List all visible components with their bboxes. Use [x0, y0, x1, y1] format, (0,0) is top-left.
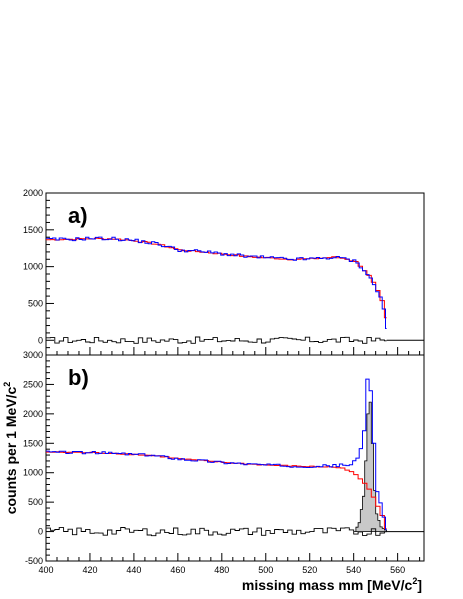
y-axis-title-sup: 2	[2, 382, 12, 387]
residual-histogram-b	[46, 527, 387, 537]
panel-b-axes: -500 0 500 1000 1500 2000 2500 3000 400 420 440 460…	[23, 350, 421, 575]
y-tick-label-a: 500	[28, 298, 43, 308]
y-tick-label-b: 2500	[23, 379, 43, 389]
panel-a-frame	[45, 192, 425, 356]
panel-b: -500 0 500 1000 1500 2000 2500 3000 400 420 440 460…	[23, 350, 425, 575]
panel-b-label: b)	[68, 365, 89, 390]
y-tick-label-a: 1000	[23, 262, 43, 272]
x-tick-label-b: 560	[390, 565, 405, 575]
panel-a-label: a)	[68, 203, 88, 228]
y-tick-label-b: 0	[38, 527, 43, 537]
x-tick-label-b: 440	[126, 565, 141, 575]
x-axis-title-end: ]	[417, 577, 422, 593]
y-tick-label-a: 2000	[23, 188, 43, 198]
panel-b-marks	[46, 378, 424, 537]
x-tick-label-b: 540	[346, 565, 361, 575]
y-tick-label-a: 0	[38, 335, 43, 345]
fit-histogram-a	[46, 237, 387, 319]
data-histogram-a	[46, 236, 387, 329]
x-tick-label-b: 500	[258, 565, 273, 575]
panel-a-axes: 0 500 1000 1500 2000	[23, 188, 421, 356]
y-tick-label-a: 1500	[23, 225, 43, 235]
signal-peak-fill-b	[353, 401, 387, 532]
y-tick-label-b: 3000	[23, 350, 43, 360]
x-tick-label-b: 400	[38, 565, 53, 575]
x-axis-title-sup: 2	[412, 576, 417, 586]
x-tick-label-b: 520	[302, 565, 317, 575]
panel-a: 0 500 1000 1500 2000 a)	[23, 188, 425, 356]
x-axis-title: missing mass mm [MeV/c2]	[242, 576, 422, 593]
x-tick-label-b: 420	[82, 565, 97, 575]
x-tick-label-b: 460	[170, 565, 185, 575]
x-axis-title-main: missing mass mm [MeV/c	[242, 577, 413, 593]
y-tick-label-b: 1500	[23, 438, 43, 448]
y-tick-label-b: 2000	[23, 409, 43, 419]
x-tick-label-b: 480	[214, 565, 229, 575]
data-histogram-b	[46, 378, 387, 531]
residual-histogram-a	[46, 336, 387, 344]
y-tick-label-b: -500	[25, 556, 43, 566]
y-axis-title: counts per 1 MeV/c2	[2, 382, 19, 515]
y-tick-label-b: 1000	[23, 468, 43, 478]
y-axis-title-main: counts per 1 MeV/c	[3, 386, 19, 514]
y-tick-label-b: 500	[28, 497, 43, 507]
panel-a-marks	[46, 236, 424, 344]
